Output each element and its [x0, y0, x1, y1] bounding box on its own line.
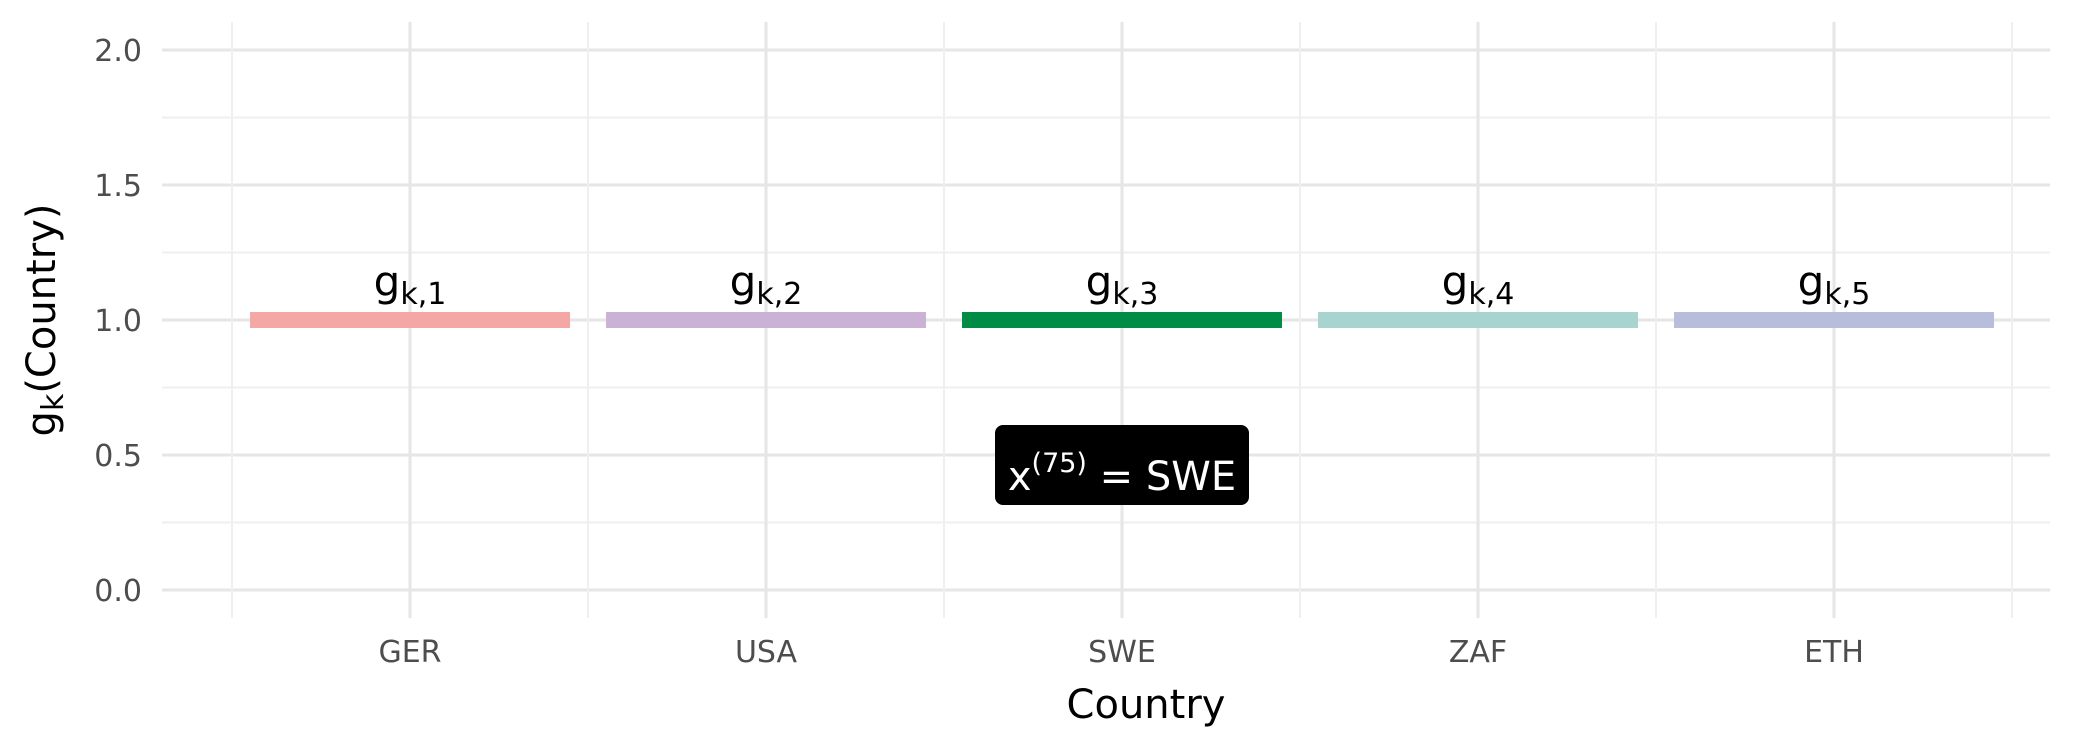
bar-labels: gk,1 gk,2 gk,3 gk,4 gk,5 — [374, 257, 1871, 312]
bars — [250, 312, 1994, 328]
x-tick-label: GER — [378, 635, 441, 670]
y-tick-label: 1.5 — [94, 169, 142, 204]
y-tick-label: 2.0 — [94, 34, 142, 69]
x-axis-ticks: GER USA SWE ZAF ETH — [378, 635, 1863, 670]
x-axis-title: Country — [1067, 682, 1226, 728]
bar-ger — [250, 312, 570, 328]
bar-label: gk,3 — [1086, 257, 1159, 312]
y-axis-title: gk(Country) — [19, 204, 71, 437]
x-tick-label: ZAF — [1449, 635, 1507, 670]
annotation: x(75) = SWE — [995, 425, 1249, 505]
y-tick-label: 0.0 — [94, 574, 142, 609]
bar-eth — [1674, 312, 1994, 328]
y-tick-label: 0.5 — [94, 439, 142, 474]
y-tick-label: 1.0 — [94, 304, 142, 339]
bar-label: gk,1 — [374, 257, 447, 312]
annotation-box — [995, 425, 1249, 505]
bar-zaf — [1318, 312, 1638, 328]
bar-label: gk,4 — [1442, 257, 1515, 312]
x-tick-label: USA — [735, 635, 798, 670]
y-axis-ticks: 0.0 0.5 1.0 1.5 2.0 — [94, 34, 142, 609]
x-tick-label: SWE — [1088, 635, 1156, 670]
bar-label: gk,2 — [730, 257, 803, 312]
bar-swe — [962, 312, 1282, 328]
annotation-label: x(75) = SWE — [1008, 448, 1236, 500]
x-tick-label: ETH — [1804, 635, 1864, 670]
bar-usa — [606, 312, 926, 328]
bar-label: gk,5 — [1798, 257, 1871, 312]
